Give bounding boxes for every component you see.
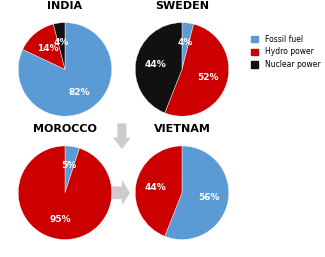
- Wedge shape: [182, 23, 194, 69]
- Title: VIETNAM: VIETNAM: [153, 124, 211, 134]
- Title: SWEDEN: SWEDEN: [155, 1, 209, 11]
- Wedge shape: [165, 146, 229, 240]
- Title: INDIA: INDIA: [47, 1, 83, 11]
- Wedge shape: [18, 146, 112, 240]
- Text: 56%: 56%: [198, 193, 219, 202]
- Text: 82%: 82%: [69, 88, 90, 97]
- Text: 4%: 4%: [54, 38, 69, 47]
- Wedge shape: [18, 23, 112, 116]
- Wedge shape: [135, 146, 182, 236]
- Legend: Fossil fuel, Hydro power, Nuclear power: Fossil fuel, Hydro power, Nuclear power: [251, 35, 320, 69]
- Wedge shape: [53, 23, 65, 69]
- Wedge shape: [135, 23, 182, 113]
- Text: 44%: 44%: [144, 183, 166, 192]
- Text: 5%: 5%: [62, 161, 77, 170]
- Text: 4%: 4%: [178, 38, 193, 47]
- Text: 95%: 95%: [50, 215, 72, 224]
- Text: 44%: 44%: [144, 60, 166, 69]
- Text: 52%: 52%: [197, 73, 219, 82]
- Text: 14%: 14%: [37, 44, 58, 53]
- Title: MOROCCO: MOROCCO: [33, 124, 97, 134]
- Wedge shape: [165, 24, 229, 116]
- Wedge shape: [65, 146, 79, 193]
- Wedge shape: [23, 24, 65, 69]
